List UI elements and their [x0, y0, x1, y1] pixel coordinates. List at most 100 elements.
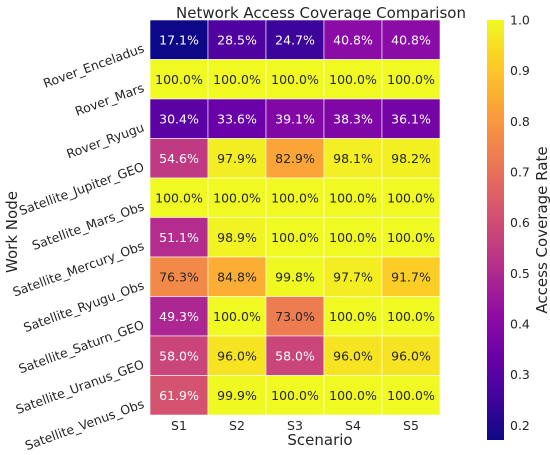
- cell-value-label: 96.0%: [217, 348, 257, 363]
- cell-value-label: 38.3%: [333, 111, 373, 126]
- x-tick-label: S4: [345, 418, 361, 433]
- heatmap-cell: [207, 98, 267, 139]
- cell-value-label: 24.7%: [275, 32, 315, 47]
- colorbar-label: Access Coverage Rate: [533, 146, 550, 313]
- heatmap-cell: [265, 98, 325, 139]
- heatmap-cell: [207, 177, 267, 218]
- cell-value-label: 96.0%: [391, 348, 431, 363]
- x-tick-label: S1: [171, 418, 187, 433]
- heatmap-cells: 17.1% 28.5% 24.7% 40.8% 40.8% 100.0% 100.0% 100…: [149, 19, 441, 416]
- cell-value-label: 61.9%: [159, 388, 199, 403]
- cell-value-label: 51.1%: [159, 230, 199, 245]
- heatmap-cell: [381, 19, 441, 60]
- cell-value-label: 100.0%: [387, 190, 435, 205]
- cell-value-label: 58.0%: [275, 348, 315, 363]
- cell-value-label: 17.1%: [159, 32, 199, 47]
- cell-value-label: 100.0%: [387, 388, 435, 403]
- cell-value-label: 100.0%: [155, 72, 203, 87]
- cell-value-label: 30.4%: [159, 111, 199, 126]
- cell-value-label: 99.9%: [217, 388, 257, 403]
- cell-value-label: 49.3%: [159, 309, 199, 324]
- cell-value-label: 100.0%: [213, 72, 261, 87]
- heatmap-cell: [207, 335, 267, 376]
- cell-value-label: 40.8%: [333, 32, 373, 47]
- x-tick-label: S2: [229, 418, 245, 433]
- heatmap-cell: [265, 19, 325, 60]
- heatmap-cell: [381, 59, 441, 100]
- cell-value-label: 100.0%: [387, 230, 435, 245]
- heatmap-cell: [323, 217, 383, 258]
- heatmap-cell: [207, 138, 267, 179]
- x-tick-label: S5: [403, 418, 419, 433]
- heatmap-cell: [265, 138, 325, 179]
- cell-value-label: 100.0%: [213, 190, 261, 205]
- heatmap-cell: [381, 256, 441, 297]
- colorbar-tick-label: 0.9: [510, 63, 530, 78]
- heatmap-cell: [381, 296, 441, 337]
- heatmap-cell: [149, 59, 209, 100]
- y-tick-label: Rover_Mars: [73, 80, 146, 119]
- heatmap-cell: [381, 177, 441, 218]
- cell-value-label: 73.0%: [275, 309, 315, 324]
- x-tick-label: S3: [287, 418, 303, 433]
- colorbar: [487, 20, 504, 440]
- heatmap-cell: [207, 217, 267, 258]
- colorbar-tick-label: 0.7: [510, 164, 530, 179]
- y-axis-label: Work Node: [3, 191, 21, 273]
- colorbar-tick-label: 0.2: [510, 418, 530, 433]
- cell-value-label: 100.0%: [155, 190, 203, 205]
- colorbar-tick-label: 0.3: [510, 367, 530, 382]
- heatmap-cell: [265, 217, 325, 258]
- x-axis-label: Scenario: [287, 431, 352, 449]
- cell-value-label: 100.0%: [329, 190, 377, 205]
- cell-value-label: 100.0%: [271, 388, 319, 403]
- cell-value-label: 58.0%: [159, 348, 199, 363]
- cell-value-label: 100.0%: [387, 72, 435, 87]
- heatmap-cell: [381, 217, 441, 258]
- heatmap-cell: [265, 59, 325, 100]
- heatmap-cell: [207, 375, 267, 416]
- heatmap-cell: [265, 296, 325, 337]
- heatmap-cell: [323, 138, 383, 179]
- cell-value-label: 98.1%: [333, 151, 373, 166]
- cell-value-label: 100.0%: [271, 190, 319, 205]
- heatmap-cell: [265, 177, 325, 218]
- cell-value-label: 100.0%: [329, 72, 377, 87]
- heatmap-cell: [381, 98, 441, 139]
- heatmap-cell: [149, 138, 209, 179]
- cell-value-label: 97.7%: [333, 269, 373, 284]
- cell-value-label: 100.0%: [213, 309, 261, 324]
- cell-value-label: 97.9%: [217, 151, 257, 166]
- heatmap-cell: [381, 138, 441, 179]
- colorbar-tick-label: 0.4: [510, 316, 530, 331]
- cell-value-label: 96.0%: [333, 348, 373, 363]
- cell-value-label: 40.8%: [391, 32, 431, 47]
- cell-value-label: 54.6%: [159, 151, 199, 166]
- heatmap-cell: [149, 177, 209, 218]
- y-tick-labels: Rover_EnceladusRover_MarsRover_RyuguSate…: [11, 40, 147, 453]
- cell-value-label: 91.7%: [391, 269, 431, 284]
- cell-value-label: 82.9%: [275, 151, 315, 166]
- cell-value-label: 100.0%: [329, 388, 377, 403]
- x-tick-labels: S1 S2 S3 S4 S5: [171, 418, 419, 433]
- heatmap-cell: [207, 19, 267, 60]
- colorbar-tick-label: 0.6: [510, 215, 530, 230]
- cell-value-label: 39.1%: [275, 111, 315, 126]
- cell-value-label: 84.8%: [217, 269, 257, 284]
- cell-value-label: 100.0%: [329, 230, 377, 245]
- heatmap-cell: [207, 296, 267, 337]
- cell-value-label: 100.0%: [271, 230, 319, 245]
- y-tick-label: Rover_Ryugu: [64, 119, 146, 161]
- heatmap-cell: [149, 375, 209, 416]
- colorbar-tick-label: 0.5: [510, 266, 530, 281]
- colorbar-tick-label: 0.8: [510, 114, 530, 129]
- cell-value-label: 33.6%: [217, 111, 257, 126]
- cell-value-label: 100.0%: [387, 309, 435, 324]
- heatmap-cell: [323, 296, 383, 337]
- cell-value-label: 98.2%: [391, 151, 431, 166]
- heatmap-cell: [323, 375, 383, 416]
- heatmap-cell: [381, 335, 441, 376]
- cell-value-label: 76.3%: [159, 269, 199, 284]
- cell-value-label: 99.8%: [275, 269, 315, 284]
